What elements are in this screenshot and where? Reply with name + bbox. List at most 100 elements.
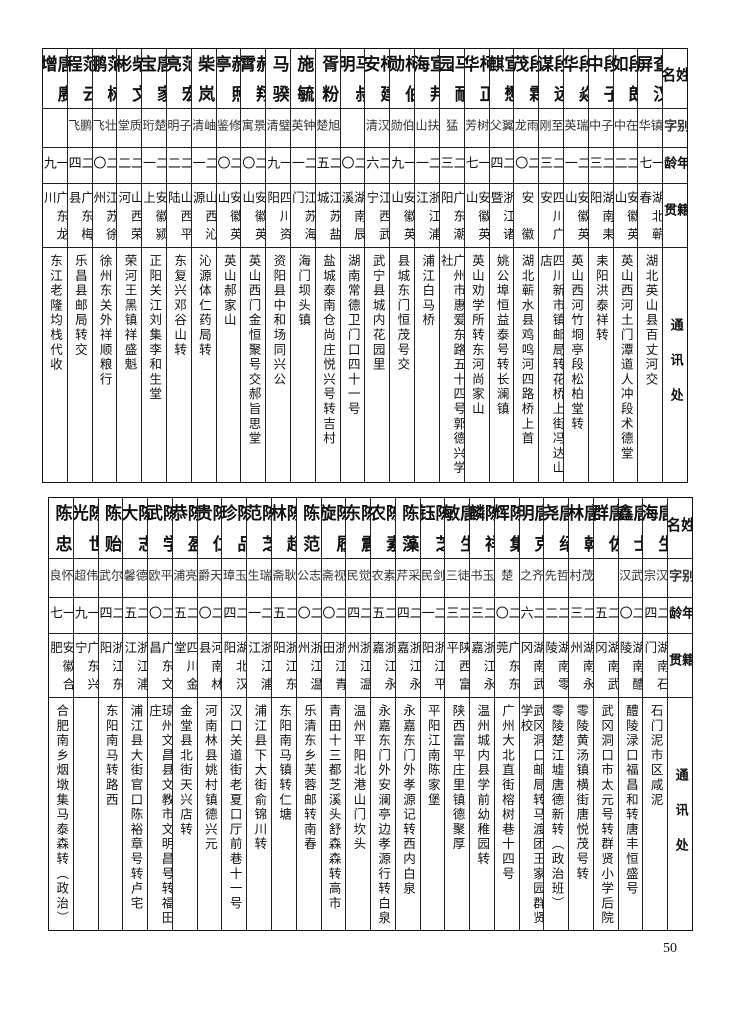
native-cell: 浙江永嘉 bbox=[395, 634, 420, 698]
address-cell: 平阳江南陈家堡 bbox=[421, 698, 445, 930]
name-cell: 陈芝范 bbox=[247, 498, 271, 559]
native-text: 安徽英山 bbox=[613, 191, 638, 240]
address-cell: 东阳南马转路西 bbox=[99, 698, 123, 930]
native-cell: 山西荣河 bbox=[117, 184, 142, 248]
record-column: 段霖茂 雨龙 二〇 安徽 湖北蕲水县鸡鸣河四路桥上首 bbox=[513, 49, 539, 482]
age-cell: 二五 bbox=[271, 598, 296, 634]
name-text: 宣懋麒 bbox=[489, 55, 514, 102]
alias-cell: 雨龙 bbox=[514, 109, 539, 148]
age-text: 二〇 bbox=[340, 156, 365, 172]
alias-text: 扶山 bbox=[415, 119, 439, 134]
alias-text: 志公 bbox=[296, 569, 321, 584]
address-cell: 浦江县下大街俞锦川转 bbox=[247, 698, 271, 930]
alias-cell: 茂村 bbox=[569, 559, 593, 598]
native-text: 江苏海门 bbox=[291, 191, 315, 240]
age-cell: 二三 bbox=[439, 148, 464, 184]
address-text: 东阳南马镇转仁塘 bbox=[277, 704, 293, 823]
name-text: 施毓 bbox=[293, 55, 314, 102]
native-cell: 广东潮阳 bbox=[439, 184, 464, 248]
address-text: 汉口关道街老夏口厅前巷十一号 bbox=[227, 704, 243, 912]
name-text: 陈履旋 bbox=[321, 504, 346, 552]
age-cell: 二一 bbox=[291, 148, 315, 184]
address-text: 武冈洞口邮局转马渡团王家园群贤学校 bbox=[519, 704, 544, 926]
address-text: 东复兴邓谷山转 bbox=[172, 254, 188, 358]
native-text: 广东龙川 bbox=[42, 191, 67, 240]
name-cell: 马叔明 bbox=[340, 49, 365, 109]
record-column: 马耐园猛二三 广东潮阳 广州市惠爱东路五十四号郭德兴学社 bbox=[438, 49, 464, 482]
age-cell: 二四 bbox=[222, 598, 247, 634]
address-text: 海门坝头镇 bbox=[296, 254, 312, 328]
address-text: 乐清东乡芙蓉邮转南春 bbox=[301, 704, 317, 852]
name-text: 唐赓增 bbox=[42, 55, 67, 102]
address-text: 荣河王黑镇祥盛魁 bbox=[122, 254, 138, 373]
name-text: 陈仁贵 bbox=[197, 504, 222, 552]
age-cell: 一七 bbox=[638, 148, 663, 184]
record-column: 陈藻 采芹 二四 浙江永嘉 永嘉东门外孝源记转西内白泉 bbox=[394, 498, 420, 930]
age-text: 二四 bbox=[346, 606, 371, 622]
age-cell: 二〇 bbox=[148, 598, 172, 634]
native-cell: 安徽英山 bbox=[390, 184, 415, 248]
native-text: 浙江浦江 bbox=[123, 641, 148, 690]
alias-cell: 玉璋 bbox=[222, 559, 247, 598]
address-cell: 陕西富平庄里镇德聚厚 bbox=[445, 698, 469, 930]
name-text: 陈品珍 bbox=[222, 504, 247, 552]
alias-cell: 树芳 bbox=[464, 109, 489, 148]
native-text: 安徽英山 bbox=[563, 191, 588, 240]
address-text: 姚公埠恒益泰号转长澜镇 bbox=[494, 254, 510, 417]
header-name-cell: 姓名 bbox=[668, 498, 692, 559]
name-cell: 陈范 bbox=[296, 498, 321, 559]
name-text: 柯建安 bbox=[365, 55, 390, 102]
native-text: 浙江浦江 bbox=[415, 191, 439, 240]
native-text: 四川资阳 bbox=[266, 191, 290, 240]
name-text: 唐家宝 bbox=[142, 55, 166, 102]
address-cell: 姚公埠恒益泰号转长澜镇 bbox=[490, 248, 514, 482]
header-address-cell: 通讯处 bbox=[663, 248, 687, 482]
address-text: 英山郝家山 bbox=[221, 254, 237, 328]
address-text: 醴陵渌口福昌和转唐丰恒盛号 bbox=[623, 704, 639, 897]
address-cell: 温州城内县学前幼稚园转 bbox=[470, 698, 494, 930]
address-text: 盐城泰南仓尚庄悦兴号转吉村 bbox=[320, 254, 336, 447]
native-text: 浙江永嘉 bbox=[371, 641, 395, 690]
name-text: 柴文彬 bbox=[117, 55, 142, 102]
native-cell: 浙江诸暨 bbox=[489, 184, 514, 248]
header-native-cell: 籍贯 bbox=[668, 634, 692, 698]
native-cell: 湖南石门 bbox=[643, 634, 668, 698]
address-cell: 广州大北直街榕树巷十四号 bbox=[495, 698, 519, 930]
name-text: 陈芝钰 bbox=[420, 504, 445, 552]
address-cell: 湖北蕲水县鸡鸣河四路桥上首 bbox=[514, 248, 538, 482]
alias-cell: 素农 bbox=[371, 559, 395, 598]
address-cell: 浦江白马桥 bbox=[415, 248, 439, 482]
age-cell: 二五 bbox=[123, 598, 148, 634]
name-text: 马叔明 bbox=[340, 55, 365, 102]
native-text: 山西沁源 bbox=[191, 191, 216, 240]
alias-text: 汉宗 bbox=[643, 569, 668, 584]
alias-cell: 质堂 bbox=[117, 109, 142, 148]
alias-text: 剑民 bbox=[420, 569, 445, 584]
alias-text: 瑞生 bbox=[247, 569, 271, 584]
address-text: 浦江白马桥 bbox=[420, 254, 436, 328]
address-text: 湖北英山县百丈河交 bbox=[643, 254, 659, 388]
age-cell: 二三 bbox=[539, 148, 563, 184]
age-cell: 二一 bbox=[420, 598, 445, 634]
alias-cell: 徒三 bbox=[445, 559, 470, 598]
header-alias-text: 别字 bbox=[668, 569, 692, 584]
record-column: 范宏亮 子明 二二 山西平陆 东复兴邓谷山转 bbox=[165, 49, 191, 482]
address-text: 英山西河竹埛亭段松柏堂转 bbox=[569, 254, 585, 432]
address-cell: 英山西河竹埛亭段松柏堂转 bbox=[564, 248, 588, 482]
alias-text: 耿斋 bbox=[271, 569, 296, 584]
address-text: 资阳县中和场同兴公 bbox=[271, 254, 287, 388]
name-text: 段焱华 bbox=[563, 55, 588, 102]
native-cell: 安徽英山 bbox=[464, 184, 489, 248]
alias-text: 壮飞 bbox=[92, 119, 117, 134]
age-text: 二六 bbox=[365, 156, 390, 172]
upper-roster-table: 姓名 别字 年龄 籍贯 通讯处 查汉屏 镇华 一七 湖北蕲春 湖北英山县百丈河交 段朗如 在中 二二 安徽… bbox=[42, 48, 688, 483]
address-text: 四川新市镇邮局转花桥上街冯达山店 bbox=[539, 254, 563, 476]
record-column: 陈履旋 视斋 二〇 浙江青田 青田十三都芝溪头舒森森转高市 bbox=[320, 498, 346, 930]
native-cell: 广东东莞 bbox=[494, 634, 519, 698]
address-text: 正阳关江刘集李和生堂 bbox=[147, 254, 163, 402]
name-cell: 唐佐群 bbox=[593, 498, 618, 559]
header-native-cell: 籍贯 bbox=[663, 184, 687, 248]
name-cell: 马骙 bbox=[266, 49, 290, 109]
age-text: 二〇 bbox=[241, 156, 266, 172]
native-text: 浙江诸暨 bbox=[489, 191, 514, 240]
